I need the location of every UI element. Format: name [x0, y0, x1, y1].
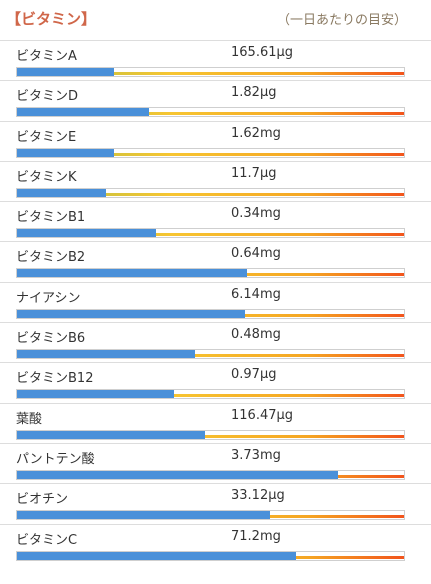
nutrient-row: 葉酸 116.47μg: [0, 402, 431, 443]
nutrient-row: ビタミンB2 0.64mg: [0, 241, 431, 281]
nutrient-name: ビオチン: [16, 492, 69, 508]
intake-bar: [16, 510, 405, 521]
intake-scale: [17, 233, 404, 237]
nutrient-amount: 0.34mg: [231, 206, 281, 222]
intake-bar: [16, 389, 405, 400]
intake-bar: [16, 228, 405, 239]
nutrient-amount: 0.97μg: [231, 367, 277, 383]
intake-bar: [16, 429, 405, 440]
intake-bar: [16, 147, 405, 158]
nutrient-amount: 116.47μg: [231, 407, 294, 423]
nutrient-name: ビタミンC: [16, 532, 78, 548]
intake-bar: [16, 187, 405, 198]
intake-bar-fill: [17, 108, 149, 117]
nutrient-name: ナイアシン: [16, 290, 81, 306]
intake-bar: [16, 268, 405, 279]
section-title: 【ビタミン】: [6, 10, 97, 28]
nutrient-row: ビタミンE 1.62mg: [0, 120, 431, 161]
intake-scale: [17, 434, 404, 438]
intake-bar: [16, 67, 405, 77]
nutrient-row: ナイアシン 6.14mg: [0, 281, 431, 322]
nutrient-row: ビオチン 33.12μg: [0, 483, 431, 523]
nutrient-name: ビタミンA: [16, 49, 77, 64]
nutrient-row: パントテン酸 3.73mg: [0, 442, 431, 483]
nutrient-row: ビタミンB6 0.48mg: [0, 322, 431, 362]
intake-bar-fill: [17, 68, 114, 76]
nutrient-row: ビタミンK 11.7μg: [0, 160, 431, 201]
intake-bar-fill: [17, 148, 114, 157]
intake-bar-fill: [17, 551, 296, 560]
nutrient-row: ビタミンD 1.82μg: [0, 80, 431, 120]
nutrient-amount: 71.2mg: [231, 528, 281, 544]
nutrient-amount: 0.48mg: [231, 327, 281, 343]
intake-bar: [16, 349, 405, 360]
nutrient-name: ビタミンB1: [16, 210, 86, 226]
intake-bar-fill: [17, 188, 106, 197]
nutrient-name: ビタミンD: [16, 89, 79, 105]
intake-scale: [17, 152, 404, 156]
nutrient-amount: 11.7μg: [231, 165, 277, 181]
daily-guide-note: （一日あたりの目安）: [276, 13, 407, 28]
nutrient-amount: 1.82μg: [231, 85, 277, 101]
nutrient-name: 葉酸: [16, 411, 43, 427]
intake-bar-fill: [17, 309, 246, 318]
header: 【ビタミン】 （一日あたりの目安）: [0, 0, 431, 38]
intake-bar-fill: [17, 390, 174, 399]
nutrient-name: ビタミンB12: [16, 371, 94, 387]
nutrient-name: パントテン酸: [16, 451, 95, 467]
nutrient-amount: 6.14mg: [231, 286, 281, 302]
intake-bar-fill: [17, 511, 271, 520]
nutrient-row: ビタミンA 165.61μg: [0, 40, 431, 80]
intake-bar-fill: [17, 350, 196, 359]
intake-bar: [16, 469, 405, 480]
nutrient-name: ビタミンK: [16, 169, 77, 185]
nutrient-amount: 165.61μg: [231, 45, 294, 60]
intake-bar: [16, 107, 405, 118]
intake-scale: [17, 394, 404, 398]
intake-scale: [17, 72, 404, 75]
nutrient-row: ビタミンB12 0.97μg: [0, 362, 431, 402]
intake-bar-fill: [17, 430, 205, 439]
nutrient-amount: 3.73mg: [231, 447, 281, 463]
intake-scale: [17, 112, 404, 116]
intake-bar: [16, 550, 405, 561]
nutrient-amount: 1.62mg: [231, 125, 281, 141]
intake-bar-fill: [17, 470, 339, 479]
nutrient-amount: 33.12μg: [231, 488, 285, 504]
intake-scale: [17, 354, 404, 358]
nutrient-amount: 0.64mg: [231, 246, 281, 262]
nutrient-row: ビタミンB1 0.34mg: [0, 201, 431, 241]
intake-bar: [16, 308, 405, 319]
vitamin-list: ビタミンA 165.61μg ビタミンD 1.82μg ビタミンE 1.62mg ビタミンK…: [0, 40, 431, 564]
nutrient-row: ビタミンC 71.2mg: [0, 523, 431, 564]
nutrient-name: ビタミンE: [16, 129, 77, 145]
nutrient-name: ビタミンB6: [16, 331, 86, 347]
nutrient-name: ビタミンB2: [16, 250, 86, 266]
intake-bar-fill: [17, 229, 157, 238]
intake-scale: [17, 192, 404, 196]
intake-bar-fill: [17, 269, 248, 278]
